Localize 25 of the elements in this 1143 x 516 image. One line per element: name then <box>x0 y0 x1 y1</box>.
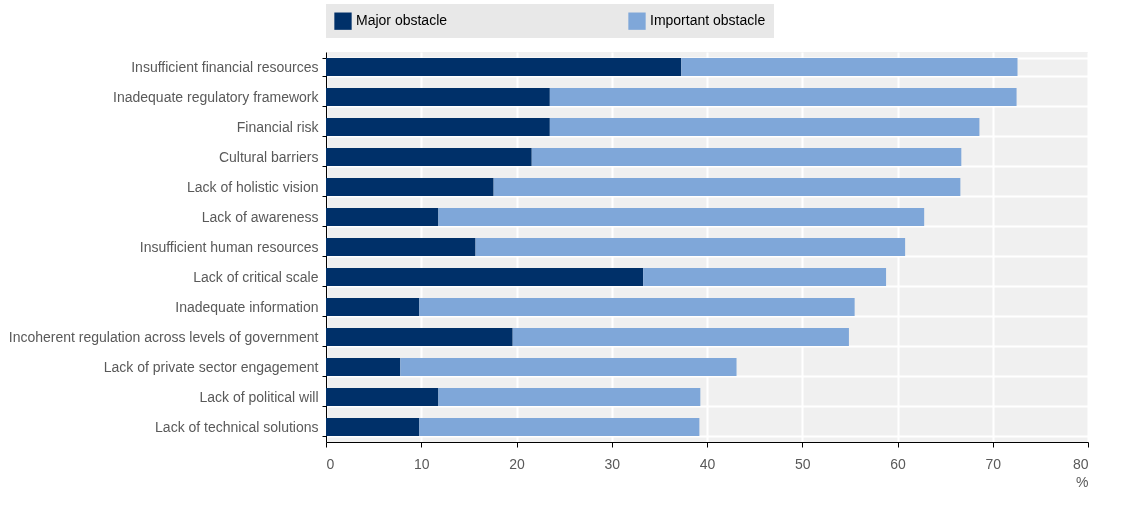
x-tick-label: 30 <box>604 455 621 472</box>
y-tick-label: Lack of holistic vision <box>186 178 319 195</box>
x-tick-label: 60 <box>890 455 906 472</box>
y-tick-label: Incoherent regulation across levels of government <box>8 328 319 345</box>
y-tick-label: Inadequate information <box>175 298 319 315</box>
y-tick-label: Lack of political will <box>199 388 319 405</box>
legend-label: Important obstacle <box>650 12 766 29</box>
legend-label: Major obstacle <box>356 12 448 29</box>
y-tick-label: Financial risk <box>236 118 320 135</box>
y-tick-label: Lack of awareness <box>201 208 319 225</box>
x-tick-label: 40 <box>699 455 716 472</box>
y-tick-label: Insufficient human resources <box>139 238 319 255</box>
x-axis-title: % <box>1076 473 1089 490</box>
y-tick-label: Lack of critical scale <box>193 268 319 285</box>
x-tick-label: 20 <box>509 455 525 472</box>
y-tick-label: Lack of technical solutions <box>155 418 319 435</box>
x-tick-label: 0 <box>326 455 335 472</box>
y-tick-label: Lack of private sector engagement <box>103 358 319 375</box>
x-tick-label: 70 <box>985 455 1002 472</box>
y-tick-label: Insufficient financial resources <box>131 58 319 75</box>
x-tick-label: 50 <box>794 455 811 472</box>
x-tick-label: 10 <box>413 455 430 472</box>
y-tick-label: Inadequate regulatory framework <box>113 88 320 105</box>
x-tick-label: 80 <box>1072 455 1089 472</box>
y-tick-label: Cultural barriers <box>218 148 319 165</box>
